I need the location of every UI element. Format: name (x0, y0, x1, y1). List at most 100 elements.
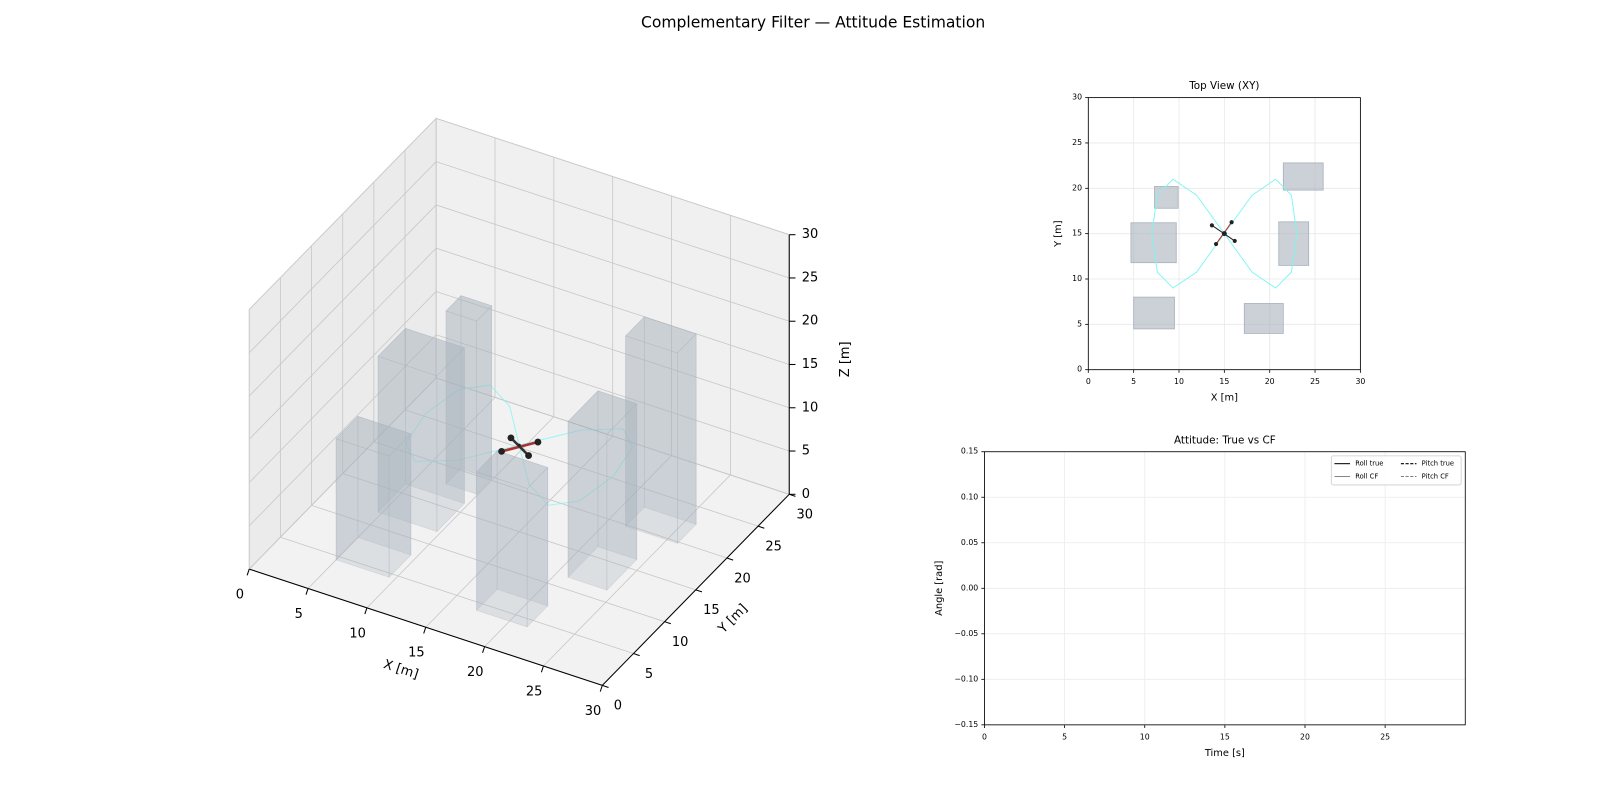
y-tick-label: 5 (645, 667, 653, 682)
x-axis (249, 568, 603, 686)
y-tick-label: 5 (1077, 319, 1082, 328)
grid-line (248, 118, 437, 310)
drone-rotor (1232, 238, 1237, 243)
y-tick (602, 684, 609, 688)
x-tick (540, 665, 544, 673)
x-tick (246, 568, 250, 576)
y-tick-label: −0.15 (954, 720, 978, 729)
obstacle (1243, 303, 1284, 334)
y-tick-label: 10 (1072, 274, 1082, 283)
chart-title: Attitude: True vs CF (1174, 434, 1276, 446)
x-tick-label: 20 (467, 665, 484, 680)
obstacle (1282, 162, 1324, 191)
drone-rotor (534, 438, 542, 446)
x-tick-label: 20 (1300, 732, 1310, 741)
obstacle-face (677, 333, 697, 545)
x-tick (364, 607, 368, 615)
y-tick-label: 0.00 (961, 583, 978, 592)
drone-rotor (1209, 223, 1214, 228)
grid-line (436, 117, 790, 236)
obstacle-face (476, 450, 498, 612)
obstacle-face (460, 295, 492, 480)
x-tick (423, 627, 427, 634)
obstacle-face (526, 466, 549, 628)
drone (517, 443, 521, 447)
grid-line (436, 334, 790, 452)
y-tick-label: 10 (672, 635, 689, 650)
y-tick-label: 0.15 (961, 447, 978, 456)
y-tick (664, 621, 672, 625)
x-tick-label: 15 (408, 646, 425, 661)
y-tick-label: −0.10 (954, 674, 978, 683)
obstacle-face (335, 438, 390, 578)
z-tick-label: 10 (802, 400, 819, 415)
z-axis-label: Z [m] (838, 341, 853, 377)
y-tick-label: 30 (1072, 93, 1082, 102)
drone-rotor (507, 434, 515, 442)
y-axis-label: Angle [rad] (934, 561, 945, 616)
z-tick-label: 20 (802, 314, 819, 329)
x-tick-label: 5 (1062, 732, 1067, 741)
obstacle-face (476, 304, 492, 495)
legend-box (1330, 455, 1462, 486)
x-axis-label: X [m] (1211, 393, 1238, 404)
drone-rotor (498, 447, 506, 455)
z-tick-label: 5 (802, 444, 810, 459)
obstacle-face (476, 471, 528, 628)
legend-label: Pitch true (1422, 460, 1454, 468)
obstacle-face (436, 346, 465, 533)
y-axis-label: Y [m] (1053, 220, 1064, 247)
chart-title: Top View (XY) (1188, 80, 1259, 92)
obstacle-face (567, 390, 599, 579)
grid-line (404, 409, 759, 527)
x-tick-label: 25 (1310, 377, 1320, 386)
obstacle-face (445, 294, 462, 485)
y-tick (757, 525, 765, 529)
grid-line (436, 161, 790, 279)
y-axis (601, 493, 790, 686)
y-tick (726, 557, 734, 561)
x-tick-label: 20 (1265, 377, 1275, 386)
obstacle-face (625, 335, 678, 544)
obstacle-face (476, 450, 549, 489)
x-tick-label: 5 (295, 607, 303, 622)
obstacle-face (606, 402, 638, 591)
grid-line (436, 247, 790, 365)
axes-frame (984, 451, 1466, 726)
y-tick (695, 589, 703, 593)
obstacle-face (335, 415, 412, 457)
grid-line (342, 473, 696, 591)
y-tick-label: 15 (703, 603, 720, 618)
x-tick-label: 25 (1380, 732, 1390, 741)
y-tick-label: 25 (1072, 138, 1082, 147)
z-tick-label: 15 (802, 357, 819, 372)
x-tick (599, 685, 603, 692)
obstacle (1154, 186, 1179, 209)
y-tick-label: 25 (765, 539, 782, 554)
y-tick-label: −0.05 (954, 629, 978, 638)
drone (1221, 231, 1227, 237)
figure-title: Complementary Filter — Attitude Estimati… (641, 13, 985, 31)
y-tick (633, 653, 640, 657)
obstacle-face (377, 327, 465, 377)
y-tick-label: 0 (1077, 365, 1082, 374)
x-tick-label: 0 (236, 588, 244, 603)
obstacle-face (405, 327, 465, 504)
obstacle-face (388, 433, 412, 579)
x-tick (482, 646, 486, 654)
obstacle-face (445, 310, 477, 495)
x-tick (305, 588, 309, 595)
obstacle-face (496, 450, 549, 607)
grid-line (248, 291, 437, 483)
drone-rotor (1229, 220, 1234, 225)
obstacle-face (625, 316, 697, 354)
obstacle-face (597, 390, 638, 560)
grid-line (311, 504, 665, 623)
grid-line (436, 291, 790, 409)
legend-label: Roll CF (1355, 473, 1378, 481)
drone-arm (510, 436, 530, 457)
obstacle-face (445, 295, 493, 322)
x-tick-label: 30 (585, 704, 602, 719)
y-tick-label: 15 (1072, 229, 1082, 238)
